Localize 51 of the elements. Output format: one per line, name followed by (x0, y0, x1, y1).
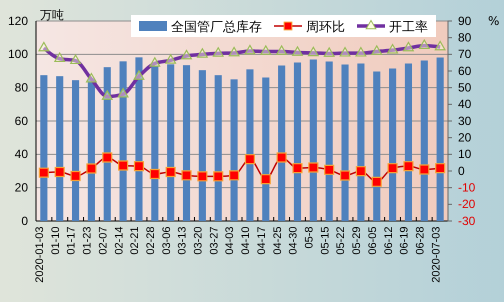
y2-tick-label: 70 (458, 47, 472, 62)
y-tick-label: 80 (14, 80, 28, 95)
y2-tick-label: 20 (458, 130, 472, 145)
y-tick-label: 0 (21, 214, 28, 228)
x-tick-label: 2020-07-03 (430, 226, 442, 283)
y-tick-label: 20 (14, 180, 28, 195)
y2-tick-label: 10 (458, 147, 472, 162)
x-tick-label: 04-25 (272, 226, 284, 255)
x-tick-label: 05-22 (335, 226, 348, 255)
y2-tick-label: 90 (458, 14, 472, 28)
y2-tick-label: 80 (458, 30, 472, 45)
x-tick-label: 03-20 (192, 226, 205, 255)
x-tick-label: 01-23 (82, 226, 94, 255)
x-tick-label: 03-27 (208, 226, 220, 255)
y-tick-label: 120 (8, 14, 28, 28)
x-tick-label: 03-13 (176, 226, 189, 255)
x-tick-label: 05-29 (351, 226, 364, 255)
y-axis-title: 万吨 (40, 8, 64, 22)
y-tick-label: 100 (8, 47, 28, 62)
x-tick-label: 04-10 (240, 226, 252, 255)
x-tick-label: 05-15 (319, 226, 332, 255)
legend-label: 全国管厂总库存 (171, 20, 262, 35)
y2-tick-label: 40 (458, 97, 472, 112)
x-tick-label: 01-10 (50, 226, 62, 255)
x-tick-label: 01-17 (66, 226, 78, 255)
x-tick-label: 02-14 (113, 226, 126, 255)
x-tick-label: 2020-01-03 (34, 226, 46, 283)
legend-label: 周环比 (306, 20, 345, 35)
x-tick-label: 04-30 (288, 226, 300, 255)
y2-tick-label: -30 (458, 214, 476, 228)
x-tick-label: 03-06 (160, 226, 173, 255)
y2-tick-label: 60 (458, 64, 472, 78)
legend-label: 开工率 (389, 19, 428, 35)
x-tick-label: 02-21 (129, 226, 142, 255)
y2-tick-label: -20 (458, 197, 476, 212)
y2-tick-label: 50 (458, 80, 472, 95)
x-tick-label: 06-12 (382, 226, 395, 255)
y-tick-label: 60 (14, 114, 28, 128)
x-tick-label: 02-07 (97, 226, 110, 255)
y2-tick-label: 30 (458, 114, 472, 128)
y2-tick-label: -10 (458, 180, 476, 195)
x-tick-label: 05-8 (303, 226, 316, 249)
x-tick-label: 06-19 (398, 226, 411, 255)
x-tick-label: 04-17 (256, 226, 268, 255)
x-tick-label: 02-28 (144, 226, 157, 255)
y-tick-label: 40 (14, 147, 28, 162)
x-tick-label: 06-28 (414, 226, 426, 255)
x-tick-label: 06-05 (366, 226, 379, 255)
y2-tick-label: 0 (458, 164, 465, 178)
x-tick-label: 04-03 (224, 226, 236, 255)
y2-axis-title: % (488, 14, 500, 28)
